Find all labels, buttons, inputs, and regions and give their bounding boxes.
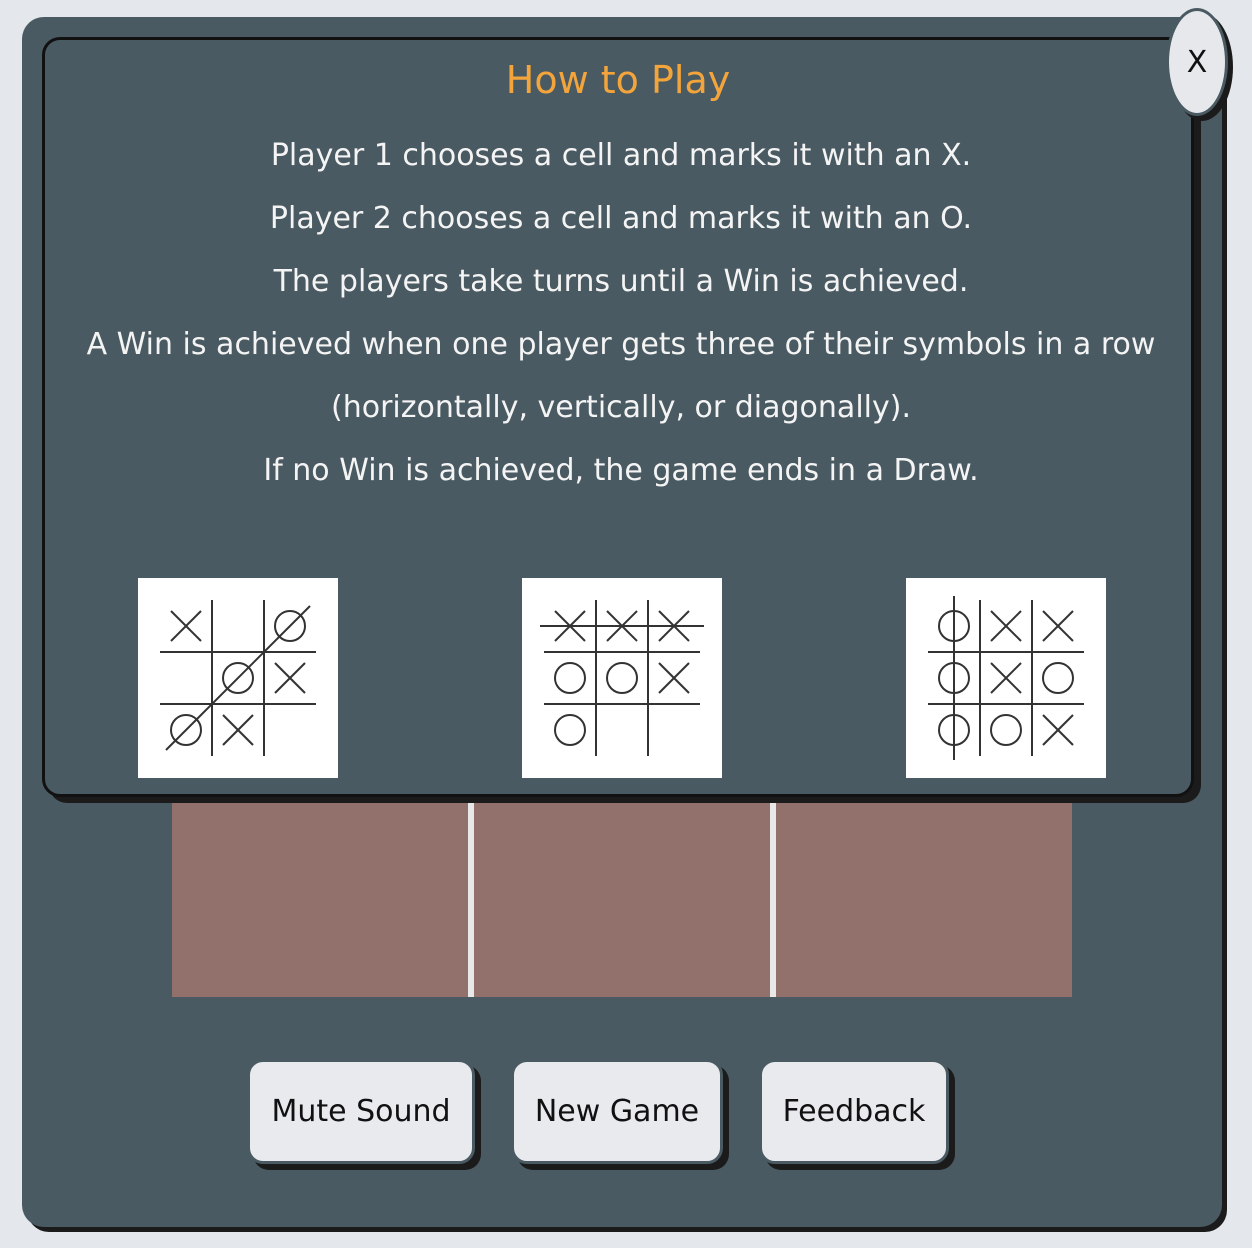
- example-row-win: [522, 578, 722, 778]
- example-column-win: [906, 578, 1106, 778]
- close-modal-button[interactable]: X: [1166, 8, 1228, 116]
- o-mark: [274, 610, 306, 642]
- how-to-play-modal: How to Play Player 1 chooses a cell and …: [42, 37, 1194, 797]
- x-mark: [990, 662, 1022, 694]
- x-mark: [170, 610, 202, 642]
- example-diagonal-win: [138, 578, 338, 778]
- new-game-button[interactable]: New Game: [511, 1059, 723, 1164]
- rule-text: Player 2 chooses a cell and marks it wit…: [269, 201, 973, 236]
- o-mark: [554, 714, 586, 746]
- rule-text: Player 1 chooses a cell and marks it wit…: [270, 138, 972, 173]
- control-bar: Mute Sound New Game Feedback: [22, 1059, 1222, 1164]
- feedback-button[interactable]: Feedback: [759, 1059, 949, 1164]
- o-mark: [170, 714, 202, 746]
- example-grid-image: [928, 596, 1084, 760]
- o-mark: [554, 662, 586, 694]
- rule-text: A Win is achieved when one player gets t…: [86, 327, 1156, 362]
- example-grid-image: [540, 600, 704, 756]
- o-mark: [1042, 662, 1074, 694]
- rules-list: Player 1 chooses a cell and marks it wit…: [85, 124, 1157, 502]
- o-mark: [222, 662, 254, 694]
- rule-text: The players take turns until a Win is ac…: [273, 264, 969, 299]
- mute-sound-button[interactable]: Mute Sound: [247, 1059, 475, 1164]
- win-line: [165, 605, 311, 751]
- modal-title: How to Play: [505, 58, 731, 102]
- o-mark: [990, 714, 1022, 746]
- rule-text: If no Win is achieved, the game ends in …: [263, 453, 979, 488]
- x-mark: [222, 714, 254, 746]
- rule-text: (horizontally, vertically, or diagonally…: [331, 390, 911, 425]
- x-mark: [1042, 714, 1074, 746]
- x-mark: [1042, 610, 1074, 642]
- x-mark: [990, 610, 1022, 642]
- x-mark: [658, 662, 690, 694]
- o-mark: [606, 662, 638, 694]
- example-grid-image: [160, 600, 316, 756]
- x-mark: [274, 662, 306, 694]
